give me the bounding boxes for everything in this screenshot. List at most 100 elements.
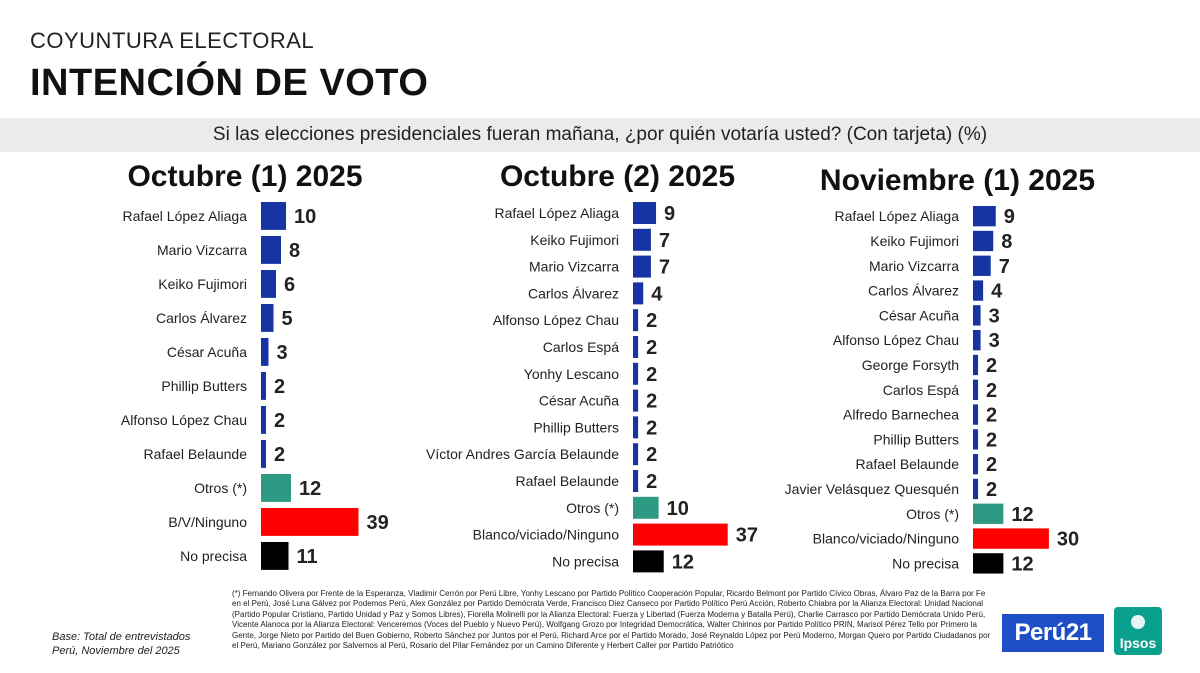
bar-2-4 [973,305,981,326]
bar-0-3 [261,304,274,332]
category-label-2-14: No precisa [892,555,959,571]
category-label-2-12: Otros (*) [906,506,959,522]
bar-1-12 [633,523,728,546]
category-label-2-11: Javier Velásquez Quesquén [785,481,959,497]
base-note: Base: Total de entrevistados Perú, Novie… [52,630,190,658]
bar-2-14 [973,553,1004,574]
value-label-2-9: 2 [986,429,997,451]
value-label-0-2: 6 [284,274,295,296]
bar-1-10 [633,470,639,492]
value-label-1-8: 2 [646,417,657,439]
value-label-0-9: 39 [367,512,389,534]
panel-title-oct1: Octubre (1) 2025 [127,160,363,193]
peru21-logo: Perú21 [1002,614,1104,652]
bar-2-12 [973,503,1004,524]
category-label-0-7: Rafael Belaunde [143,446,247,462]
category-label-1-8: Phillip Butters [533,419,619,435]
value-label-1-3: 4 [651,283,663,305]
bar-2-13 [973,528,1049,549]
bar-0-1 [261,236,281,264]
category-label-2-10: Rafael Belaunde [855,456,959,472]
value-label-2-0: 9 [1004,206,1015,228]
category-label-1-1: Keiko Fujimori [530,232,619,248]
value-label-1-10: 2 [646,471,657,493]
value-label-1-6: 2 [646,364,657,386]
value-label-0-5: 2 [274,376,285,398]
value-label-1-11: 10 [667,498,689,520]
category-label-0-5: Phillip Butters [161,378,247,394]
bar-1-1 [633,228,651,251]
bar-2-2 [973,255,991,276]
category-label-2-5: Alfonso López Chau [833,332,959,348]
kicker: COYUNTURA ELECTORAL [30,28,315,53]
value-label-1-9: 2 [646,444,657,466]
base-note-line2: Perú, Noviembre del 2025 [52,645,180,657]
value-label-1-1: 7 [659,230,670,252]
category-label-0-4: César Acuña [167,344,247,360]
category-label-1-5: Carlos Espá [543,339,619,355]
category-label-1-9: Víctor Andres García Belaunde [426,446,619,462]
bar-1-7 [633,389,639,412]
category-label-1-7: César Acuña [539,393,619,409]
value-label-2-2: 7 [999,256,1010,278]
category-label-1-6: Yonhy Lescano [524,366,619,382]
value-label-1-12: 37 [736,525,758,547]
category-label-0-2: Keiko Fujimori [158,276,247,292]
value-label-0-7: 2 [274,444,285,466]
bar-1-9 [633,443,639,466]
category-label-0-10: No precisa [180,548,247,564]
category-label-2-1: Keiko Fujimori [870,233,959,249]
bar-2-10 [973,454,979,475]
category-label-1-3: Carlos Álvarez [528,285,619,301]
bar-2-1 [973,230,994,252]
bar-0-5 [261,372,266,400]
value-label-2-8: 2 [986,405,997,427]
bar-2-9 [973,429,979,450]
category-label-1-2: Mario Vizcarra [529,259,619,275]
bar-1-0 [633,202,657,224]
bar-0-0 [261,202,286,230]
value-label-1-4: 2 [646,310,657,332]
page-title: INTENCIÓN DE VOTO [30,62,429,104]
category-label-0-8: Otros (*) [194,480,247,496]
value-label-2-4: 3 [989,305,1000,327]
category-label-0-9: B/V/Ninguno [168,514,247,530]
value-label-0-6: 2 [274,410,285,432]
ipsos-logo-mark [1131,615,1145,629]
bar-1-6 [633,362,639,385]
base-note-line1: Base: Total de entrevistados [52,631,191,643]
bar-2-6 [973,354,979,376]
value-label-2-10: 2 [986,454,997,476]
category-label-2-6: George Forsyth [862,357,959,373]
value-label-1-2: 7 [659,257,670,279]
survey-question: Si las elecciones presidenciales fueran … [212,124,988,145]
category-label-2-13: Blanco/viciado/Ninguno [813,531,960,547]
value-label-1-7: 2 [646,391,657,413]
bar-1-3 [633,282,644,305]
bar-0-8 [261,474,291,502]
category-label-1-12: Blanco/viciado/Ninguno [473,527,620,543]
footnote-otros: (*) Fernando Olivera por Frente de la Es… [232,589,991,651]
category-label-0-6: Alfonso López Chau [121,412,247,428]
category-label-0-0: Rafael López Aliaga [122,208,247,224]
bar-2-3 [973,280,984,301]
value-label-2-13: 30 [1057,529,1079,551]
bar-2-11 [973,478,979,500]
panel-title-oct2: Octubre (2) 2025 [499,160,736,193]
bar-2-5 [973,330,981,351]
question-band: Si las elecciones presidenciales fueran … [0,118,1200,152]
category-label-2-0: Rafael López Aliaga [834,208,959,224]
value-label-2-1: 8 [1001,231,1012,253]
category-label-2-8: Alfredo Barnechea [843,407,959,423]
category-label-0-1: Mario Vizcarra [157,242,247,258]
bar-0-4 [261,338,269,366]
bar-1-4 [633,309,639,332]
category-label-1-4: Alfonso López Chau [493,312,619,328]
panel-title-nov1: Noviembre (1) 2025 [819,164,1096,197]
bar-0-7 [261,440,266,468]
bar-1-11 [633,496,659,519]
category-label-1-10: Rafael Belaunde [515,473,619,489]
